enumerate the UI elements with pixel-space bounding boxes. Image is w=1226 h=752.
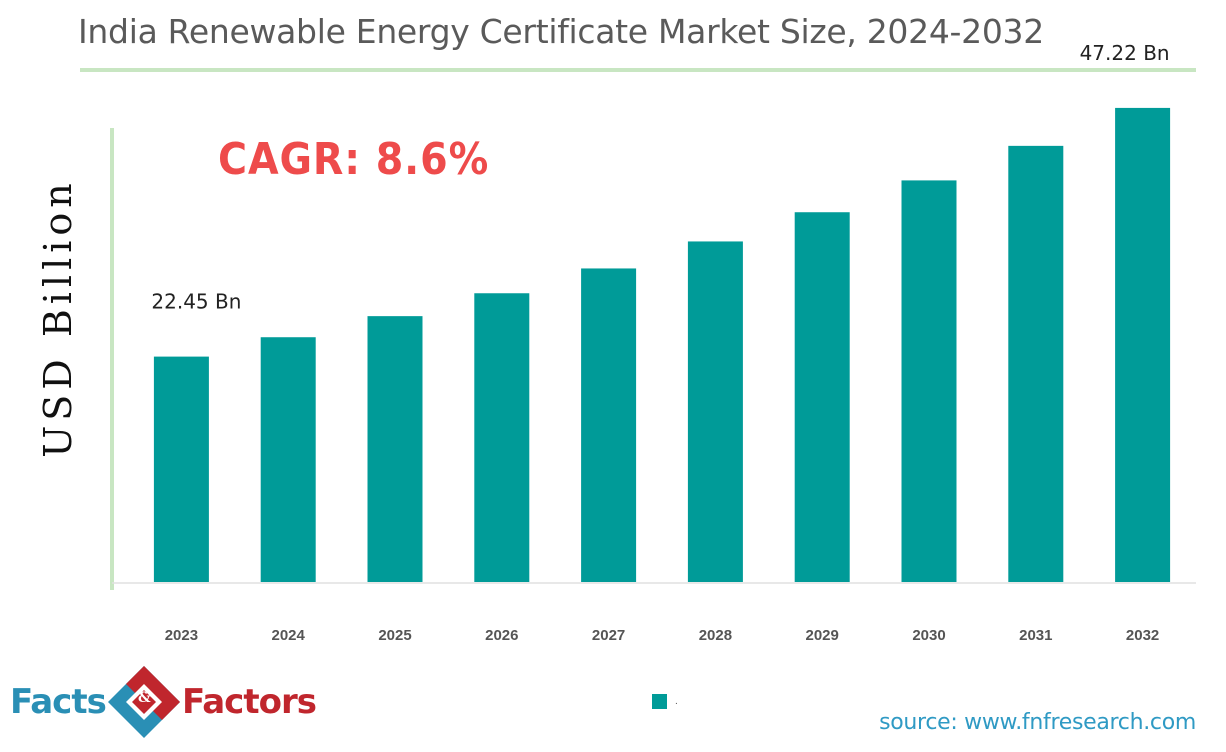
x-tick-label-2027: 2027 bbox=[592, 627, 625, 644]
logo-text-facts: Facts bbox=[10, 682, 107, 722]
x-tick-label-2025: 2025 bbox=[378, 627, 411, 644]
bar-2029 bbox=[794, 212, 850, 582]
legend: . bbox=[652, 694, 678, 709]
logo-ampersand: & bbox=[138, 690, 151, 706]
x-tick-label-2030: 2030 bbox=[912, 627, 945, 644]
bar-2025 bbox=[367, 316, 423, 582]
bar-2023 bbox=[153, 356, 209, 582]
x-tick-label-2028: 2028 bbox=[699, 627, 732, 644]
bar-2028 bbox=[687, 241, 743, 582]
bars-group bbox=[153, 107, 1171, 583]
x-tick-label-2023: 2023 bbox=[165, 627, 198, 644]
data-labels: 22.45 Bn 47.22 Bn bbox=[151, 41, 1169, 314]
bar-2024 bbox=[260, 337, 316, 582]
logo-diamond-icon bbox=[108, 666, 180, 738]
bar-2027 bbox=[581, 268, 637, 582]
legend-label: . bbox=[675, 696, 678, 707]
x-tick-label-2032: 2032 bbox=[1126, 627, 1159, 644]
title-divider bbox=[80, 68, 1196, 72]
data-label-2023: 22.45 Bn bbox=[151, 290, 241, 314]
data-label-2032: 47.22 Bn bbox=[1080, 41, 1170, 65]
legend-swatch bbox=[652, 694, 667, 709]
bar-2026 bbox=[474, 293, 530, 582]
chart-title: India Renewable Energy Certificate Marke… bbox=[78, 12, 1044, 51]
bar-2031 bbox=[1008, 145, 1064, 582]
bar-2032 bbox=[1115, 107, 1171, 583]
x-tick-label-2024: 2024 bbox=[272, 627, 306, 644]
cagr-callout: CAGR: 8.6% bbox=[218, 134, 490, 185]
x-tick-label-2026: 2026 bbox=[485, 627, 518, 644]
x-tick-labels: 2023 2024 2025 2026 2027 2028 2029 2030 2031 2032 bbox=[165, 627, 1160, 644]
bar-2030 bbox=[901, 180, 957, 582]
source-link[interactable]: source: www.fnfresearch.com bbox=[879, 710, 1196, 735]
logo-text-factors: Factors bbox=[182, 682, 317, 722]
facts-and-factors-logo: & Facts Factors bbox=[10, 660, 317, 740]
x-tick-label-2029: 2029 bbox=[806, 627, 839, 644]
x-tick-label-2031: 2031 bbox=[1019, 627, 1052, 644]
